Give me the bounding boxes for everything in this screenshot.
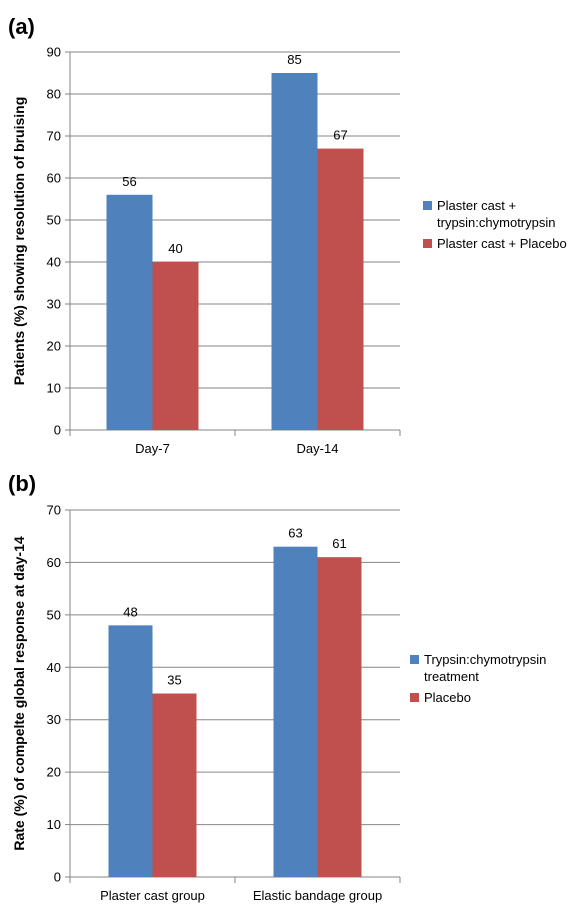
data-label: 56 bbox=[122, 174, 136, 189]
bar bbox=[317, 557, 362, 877]
legend-swatch bbox=[423, 239, 432, 248]
bar bbox=[152, 693, 197, 877]
y-tick-label: 60 bbox=[47, 555, 61, 570]
legend: Trypsin:chymotrypsin treatment Placebo bbox=[410, 652, 546, 705]
bar bbox=[271, 73, 318, 430]
legend-label: Trypsin:chymotrypsin treatment bbox=[424, 652, 546, 684]
y-tick-label: 80 bbox=[47, 87, 61, 102]
legend-label-line: Plaster cast + bbox=[437, 198, 516, 213]
y-axis-title: Rate (%) of compelte global response at … bbox=[11, 536, 27, 851]
legend-swatch bbox=[423, 201, 432, 210]
legend-label-line: Placebo bbox=[424, 690, 471, 705]
chart-panel-1: (a) 0 10 20 30 40 50 60 70 80 90 Day-7 56 40 Day-14 85 6… bbox=[8, 14, 567, 456]
legend-label: Plaster cast + Placebo bbox=[437, 236, 567, 251]
bar bbox=[273, 546, 318, 877]
chart-panel-2: (b) 0 10 20 30 40 50 60 70 Plaster cast group 48 35… bbox=[8, 471, 546, 903]
legend-label: Placebo bbox=[424, 690, 471, 705]
x-category-label: Elastic bandage group bbox=[253, 888, 382, 903]
data-label: 61 bbox=[332, 536, 346, 551]
data-label: 40 bbox=[168, 241, 182, 256]
panel-label: (a) bbox=[8, 14, 35, 39]
legend-swatch bbox=[410, 693, 419, 702]
y-tick-label: 70 bbox=[47, 503, 61, 518]
data-label: 85 bbox=[287, 52, 301, 67]
x-category-label: Day-7 bbox=[135, 441, 170, 456]
legend: Plaster cast + trypsin:chymotrypsinPlaste… bbox=[423, 198, 567, 251]
y-tick-label: 70 bbox=[47, 129, 61, 144]
y-tick-label: 30 bbox=[47, 297, 61, 312]
y-tick-label: 60 bbox=[47, 171, 61, 186]
y-tick-label: 50 bbox=[47, 607, 61, 622]
bar bbox=[106, 194, 153, 430]
data-label: 67 bbox=[333, 128, 347, 143]
y-tick-label: 40 bbox=[47, 660, 61, 675]
y-tick-label: 20 bbox=[47, 339, 61, 354]
y-tick-label: 20 bbox=[47, 765, 61, 780]
y-tick-label: 40 bbox=[47, 255, 61, 270]
panel-label: (b) bbox=[8, 471, 36, 496]
x-category-label: Day-14 bbox=[297, 441, 339, 456]
y-tick-label: 10 bbox=[47, 817, 61, 832]
legend-label-line: Trypsin:chymotrypsin bbox=[424, 652, 546, 667]
y-tick-label: 0 bbox=[54, 870, 61, 885]
y-tick-label: 10 bbox=[47, 381, 61, 396]
y-tick-label: 50 bbox=[47, 213, 61, 228]
y-tick-label: 90 bbox=[47, 45, 61, 60]
legend-label: Plaster cast + trypsin:chymotrypsin bbox=[437, 198, 555, 230]
data-label: 35 bbox=[167, 673, 181, 688]
y-tick-label: 30 bbox=[47, 712, 61, 727]
legend-label-line: treatment bbox=[424, 669, 479, 684]
bar bbox=[152, 262, 199, 430]
bar bbox=[108, 625, 153, 877]
legend-swatch bbox=[410, 655, 419, 664]
data-label: 63 bbox=[288, 526, 302, 541]
bar bbox=[317, 148, 364, 430]
legend-label-line: Plaster cast + Placebo bbox=[437, 236, 567, 251]
y-axis-title: Patients (%) showing resolution of bruis… bbox=[11, 97, 27, 386]
legend-label-line: trypsin:chymotrypsin bbox=[437, 215, 555, 230]
data-label: 48 bbox=[123, 604, 137, 619]
x-category-label: Plaster cast group bbox=[100, 888, 205, 903]
y-tick-label: 0 bbox=[54, 423, 61, 438]
